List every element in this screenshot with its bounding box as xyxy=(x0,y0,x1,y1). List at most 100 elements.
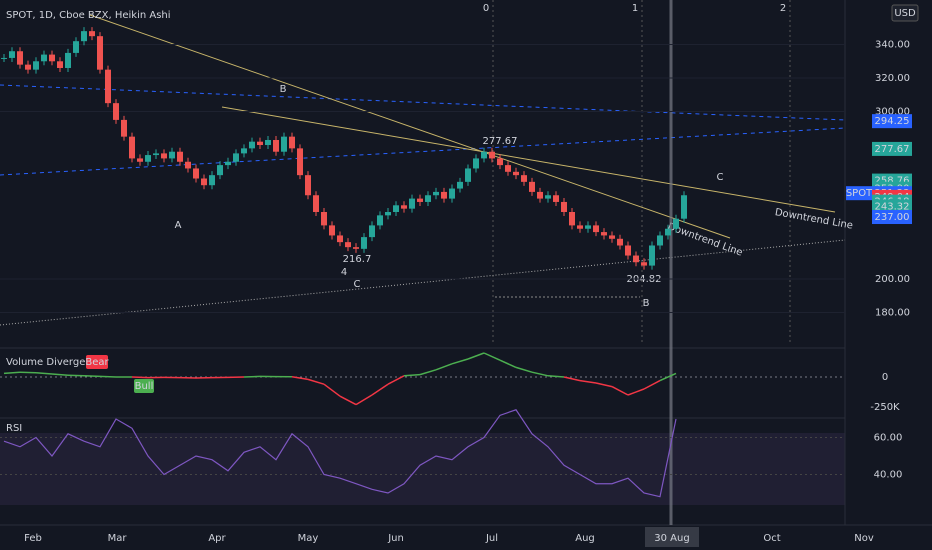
candle xyxy=(33,61,39,70)
candle xyxy=(233,153,239,162)
candle xyxy=(449,188,455,199)
volume-divergence-segment xyxy=(387,375,405,385)
x-tick-label: Oct xyxy=(763,533,780,544)
candle xyxy=(209,175,215,186)
symbol-header: SPOT, 1D, Cboe BZX, Heikin Ashi xyxy=(6,10,171,21)
candle xyxy=(401,205,407,209)
support-line xyxy=(0,239,846,326)
volume-divergence-segment xyxy=(643,379,661,390)
volume-divergence-segment xyxy=(483,352,501,361)
volume-divergence-segment xyxy=(531,371,549,377)
candle xyxy=(337,235,343,243)
candle xyxy=(505,165,511,172)
candle xyxy=(625,245,631,256)
candle xyxy=(497,158,503,166)
candle xyxy=(665,228,671,236)
candle xyxy=(537,191,543,199)
volume-divergence-segment xyxy=(243,375,261,378)
price-tag-label: 294.25 xyxy=(875,116,910,127)
price-tag-label: 243.32 xyxy=(875,201,910,212)
volume-divergence-segment xyxy=(67,374,85,377)
candle xyxy=(561,201,567,212)
wave-annotation: C xyxy=(717,172,724,183)
volume-divergence-segment xyxy=(3,371,21,375)
volume-divergence-segment xyxy=(467,352,485,360)
y-tick-label: 340.00 xyxy=(875,40,910,51)
trend-line xyxy=(221,106,836,213)
crosshair-date: 30 Aug xyxy=(654,533,689,544)
candle xyxy=(257,141,263,146)
crosshair-date-box xyxy=(645,527,699,547)
price-tag xyxy=(872,199,912,214)
volume-divergence-segment xyxy=(435,363,453,371)
candle xyxy=(681,195,687,219)
volume-divergence-segment xyxy=(355,394,373,406)
candle xyxy=(17,51,23,65)
x-tick-label: Feb xyxy=(24,533,42,544)
candle xyxy=(201,178,207,186)
candle xyxy=(441,191,447,199)
candle xyxy=(649,245,655,266)
candle xyxy=(217,165,223,176)
candle xyxy=(433,191,439,196)
candle xyxy=(641,262,647,266)
candle xyxy=(193,168,199,179)
candle xyxy=(521,175,527,182)
wave-annotation: C xyxy=(354,279,361,290)
candle xyxy=(585,225,591,229)
candle xyxy=(313,195,319,212)
candle xyxy=(57,61,63,68)
y-tick-label: 0 xyxy=(882,372,888,383)
volume-divergence-segment xyxy=(419,369,437,376)
candle xyxy=(545,195,551,199)
volume-divergence-segment xyxy=(99,375,117,378)
candle xyxy=(657,235,663,246)
candle xyxy=(177,151,183,162)
price-annotation: 204.82 xyxy=(627,274,662,285)
y-tick-label: 320.00 xyxy=(875,73,910,84)
price-annotation: 277.67 xyxy=(483,136,518,147)
y-tick-label: 60.00 xyxy=(874,433,903,444)
candle xyxy=(457,181,463,189)
candle xyxy=(249,141,255,149)
volume-divergence-segment xyxy=(627,388,645,396)
wave-label: 2 xyxy=(780,3,786,14)
candle xyxy=(513,171,519,176)
channel-line xyxy=(0,84,846,121)
y-tick-label: 200.00 xyxy=(875,274,910,285)
bull-badge xyxy=(134,379,154,393)
volume-divergence-segment xyxy=(83,375,101,378)
candle xyxy=(65,52,71,68)
candle xyxy=(489,151,495,159)
currency: USD xyxy=(894,8,916,19)
x-tick-label: Apr xyxy=(208,533,226,544)
candle xyxy=(553,195,559,202)
price-tag xyxy=(872,210,912,225)
price-tag xyxy=(872,141,912,156)
x-tick-label: Nov xyxy=(854,533,874,544)
channel-line xyxy=(0,127,846,176)
trend-line xyxy=(89,14,731,239)
candle xyxy=(137,158,143,162)
volume-divergence-segment xyxy=(323,383,341,397)
candle xyxy=(49,54,55,62)
x-tick-label: Jul xyxy=(485,533,498,544)
price-annotation: 216.7 xyxy=(343,254,372,265)
bear-label: Bear xyxy=(85,357,109,368)
candle xyxy=(385,211,391,216)
candle xyxy=(241,148,247,154)
candle xyxy=(81,31,87,42)
symbol-tag xyxy=(846,186,872,201)
candle xyxy=(673,218,679,229)
bull-label: Bull xyxy=(135,381,154,392)
candle xyxy=(617,238,623,246)
candle xyxy=(409,198,415,209)
candle xyxy=(577,225,583,229)
y-tick-label: 40.00 xyxy=(874,469,903,480)
volume-divergence-segment xyxy=(499,359,517,369)
candle xyxy=(89,31,95,37)
wave-annotation: A xyxy=(175,220,182,231)
candle xyxy=(369,225,375,238)
candle xyxy=(41,54,47,62)
